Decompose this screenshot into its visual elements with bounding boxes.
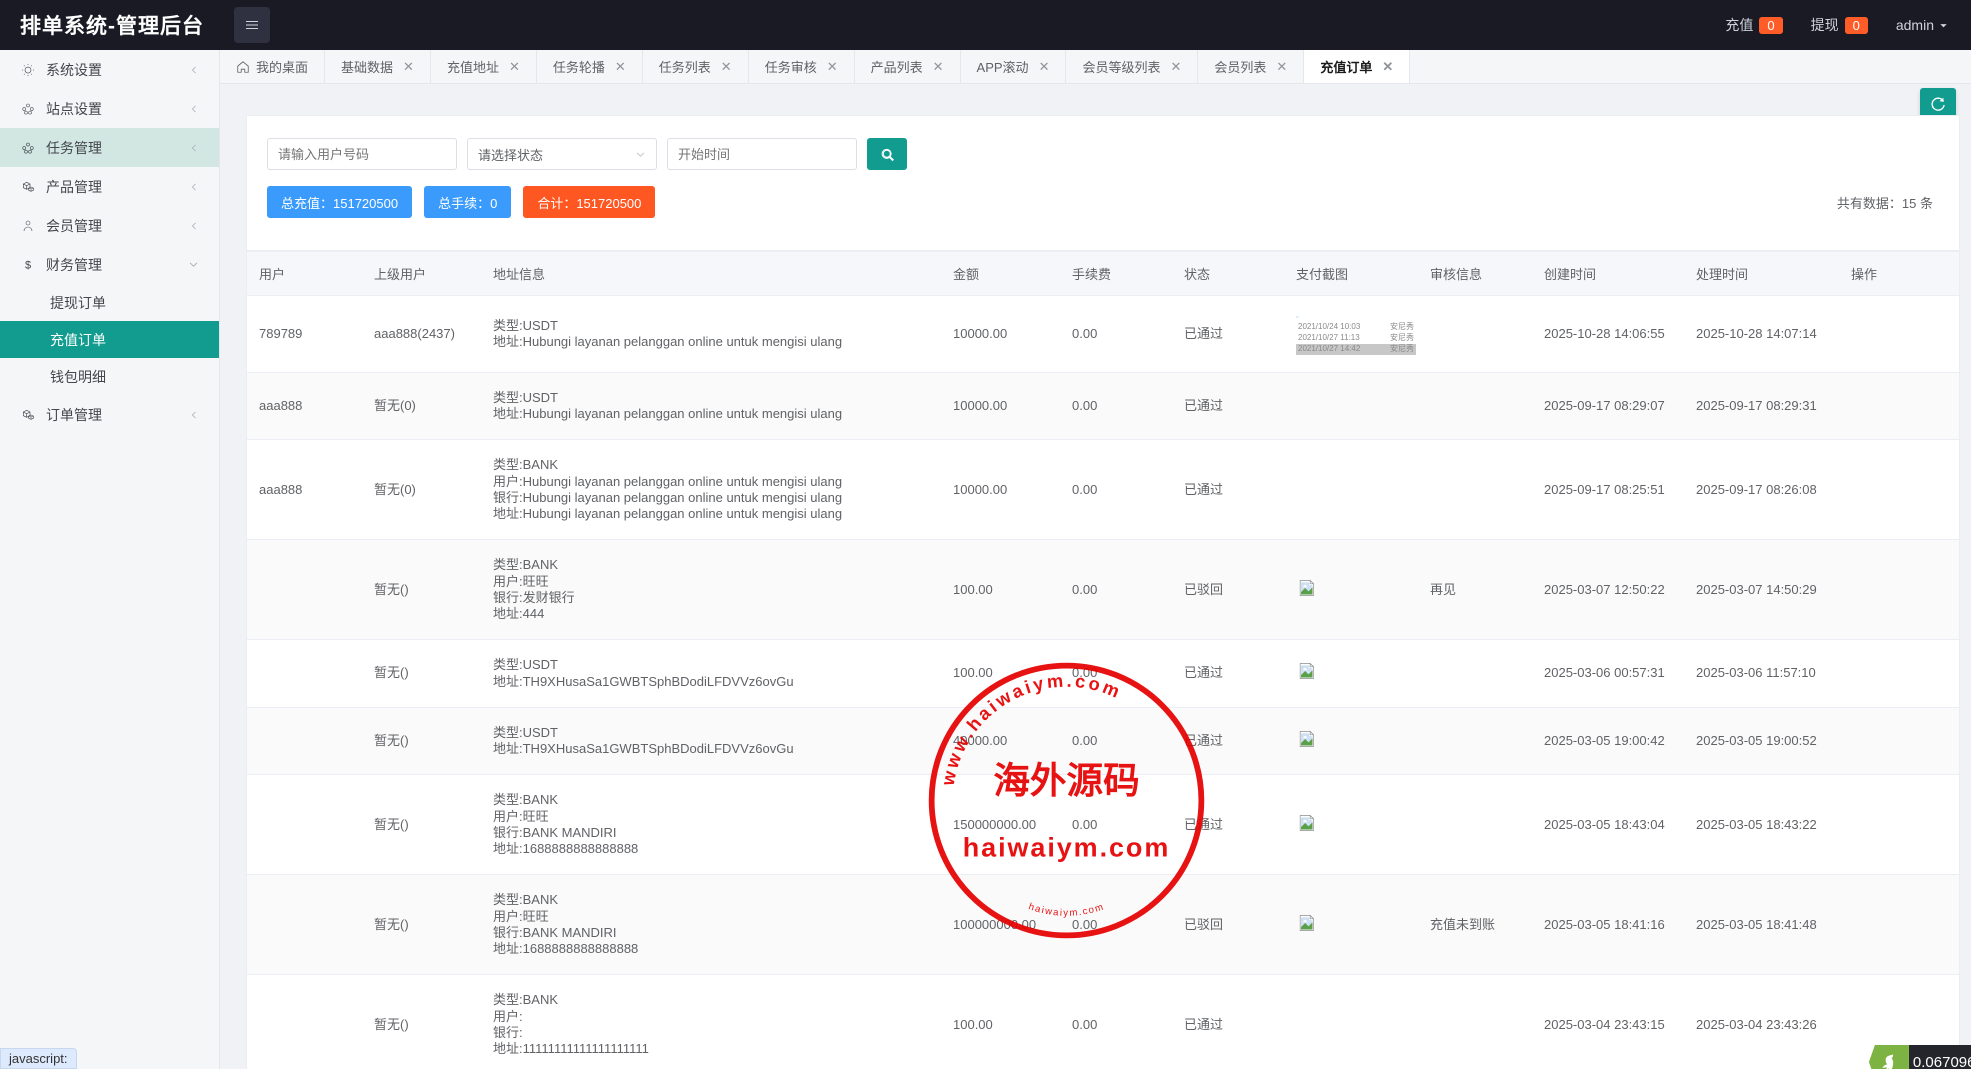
svg-text:$: $ [25, 259, 31, 271]
